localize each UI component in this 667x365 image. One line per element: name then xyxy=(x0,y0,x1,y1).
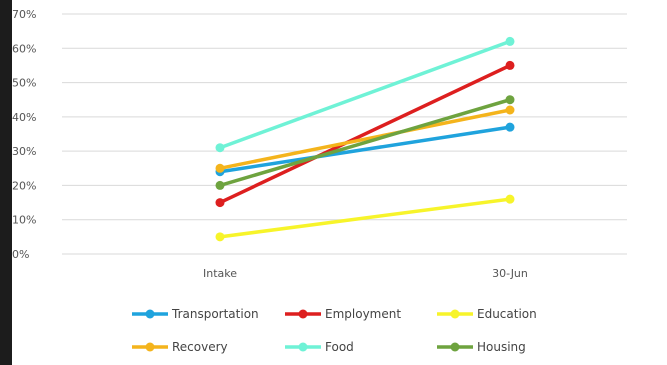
y-tick-label: 0% xyxy=(12,248,29,261)
y-tick-label: 30% xyxy=(12,145,36,158)
data-point-food-intake xyxy=(215,143,225,153)
series-recovery xyxy=(215,105,515,173)
legend-swatch-marker xyxy=(298,309,308,319)
legend-swatch-marker xyxy=(298,342,308,352)
legend-label: Transportation xyxy=(171,307,259,321)
legend-item-recovery: Recovery xyxy=(132,340,228,354)
legend-label: Recovery xyxy=(172,340,228,354)
legend-item-transportation: Transportation xyxy=(132,307,259,321)
chart-panel: 0% 10% 20% 30% 40% 50% 60% 70% Intake 30-Jun Tra… xyxy=(12,0,667,365)
gridlines xyxy=(62,13,627,255)
legend-label: Food xyxy=(325,340,354,354)
legend-item-employment: Employment xyxy=(285,307,401,321)
series-employment xyxy=(215,60,515,208)
data-point-employment-intake xyxy=(215,198,225,208)
data-point-housing-30-jun xyxy=(505,95,515,105)
legend-label: Education xyxy=(477,307,537,321)
data-point-transportation-30-jun xyxy=(505,122,515,132)
legend-swatch-marker xyxy=(145,309,155,319)
data-series xyxy=(215,36,515,242)
legend-item-housing: Housing xyxy=(437,340,526,354)
legend-label: Employment xyxy=(325,307,401,321)
y-tick-label: 60% xyxy=(12,42,36,55)
x-tick-label: Intake xyxy=(203,267,237,280)
legend-swatch-marker xyxy=(145,342,155,352)
data-point-housing-intake xyxy=(215,180,225,190)
y-tick-label: 10% xyxy=(12,214,36,227)
data-point-food-30-jun xyxy=(505,36,515,46)
legend-swatch-marker xyxy=(450,309,460,319)
series-line-recovery xyxy=(218,108,512,171)
legend-item-food: Food xyxy=(285,340,354,354)
legend-item-education: Education xyxy=(437,307,537,321)
y-tick-label: 40% xyxy=(12,111,36,124)
series-housing xyxy=(215,95,515,190)
series-line-transportation xyxy=(218,125,512,174)
series-education xyxy=(215,194,515,242)
line-chart: 0% 10% 20% 30% 40% 50% 60% 70% Intake 30-Jun Tra… xyxy=(12,8,627,354)
series-line-food xyxy=(218,39,512,150)
x-tick-label: 30-Jun xyxy=(492,267,528,280)
legend-label: Housing xyxy=(477,340,526,354)
series-line-education xyxy=(218,197,512,239)
data-point-employment-30-jun xyxy=(505,60,515,70)
y-tick-label: 20% xyxy=(12,179,36,192)
series-transportation xyxy=(215,122,515,177)
series-line-employment xyxy=(218,63,512,205)
series-food xyxy=(215,36,515,153)
series-line-housing xyxy=(218,97,512,188)
data-point-education-intake xyxy=(215,232,225,242)
data-point-education-30-jun xyxy=(505,194,515,204)
legend-swatch-marker xyxy=(450,342,460,352)
y-tick-label: 70% xyxy=(12,8,36,21)
data-point-recovery-intake xyxy=(215,163,225,173)
legend: Transportation Employment Education Recover… xyxy=(132,307,537,354)
data-point-recovery-30-jun xyxy=(505,105,515,115)
x-axis-tick-labels: Intake 30-Jun xyxy=(203,267,528,280)
y-axis-tick-labels: 0% 10% 20% 30% 40% 50% 60% 70% xyxy=(12,8,36,261)
y-tick-label: 50% xyxy=(12,77,36,90)
